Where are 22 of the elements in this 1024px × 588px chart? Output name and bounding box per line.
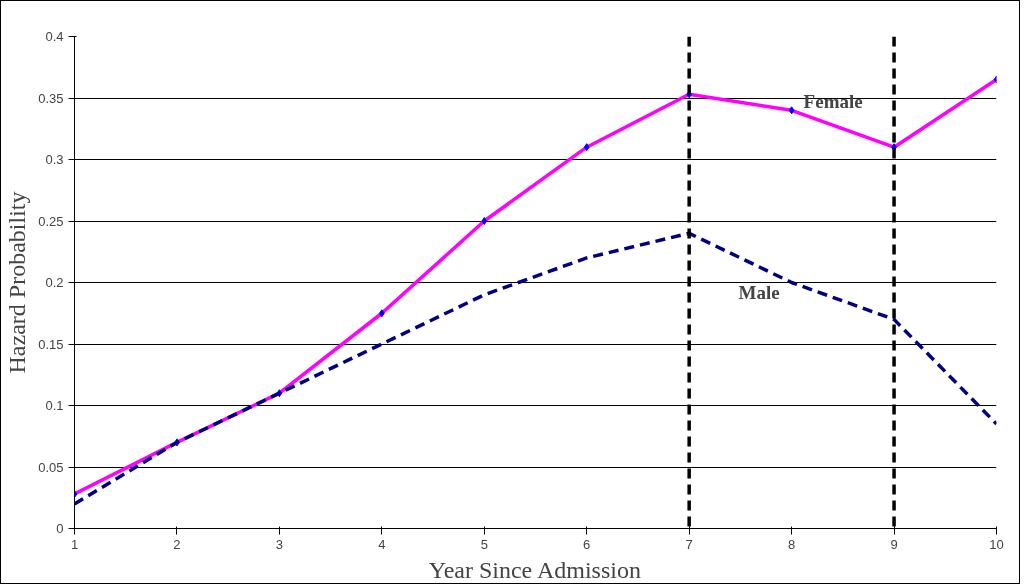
y-tick-label: 0.15 <box>38 336 64 352</box>
y-tick-label: 0.3 <box>45 152 64 167</box>
y-tick-label: 0.05 <box>38 459 64 475</box>
y-tick-label: 0.1 <box>45 398 64 413</box>
x-tick-label: 7 <box>685 536 693 552</box>
x-tick-label: 9 <box>890 536 898 552</box>
x-tick-label: 5 <box>480 536 488 552</box>
y-tick-label: 0.35 <box>38 90 64 106</box>
x-tick-label: 2 <box>173 536 181 552</box>
x-tick-label: 10 <box>989 536 1004 552</box>
x-tick-label: 6 <box>583 536 591 552</box>
x-tick-label: 3 <box>275 536 284 552</box>
x-tick-label: 1 <box>70 536 79 552</box>
x-axis-title: Year Since Admission <box>428 556 641 583</box>
x-tick-label: 4 <box>378 536 386 552</box>
y-tick-label: 0 <box>56 521 64 536</box>
series-label: Male <box>738 281 780 303</box>
y-tick-label: 0.4 <box>45 29 64 44</box>
x-tick-label: 8 <box>788 536 796 552</box>
y-axis-title: Hazard Probability <box>4 191 31 374</box>
y-tick-label: 0.2 <box>45 275 64 290</box>
y-tick-label: 0.25 <box>38 213 64 229</box>
